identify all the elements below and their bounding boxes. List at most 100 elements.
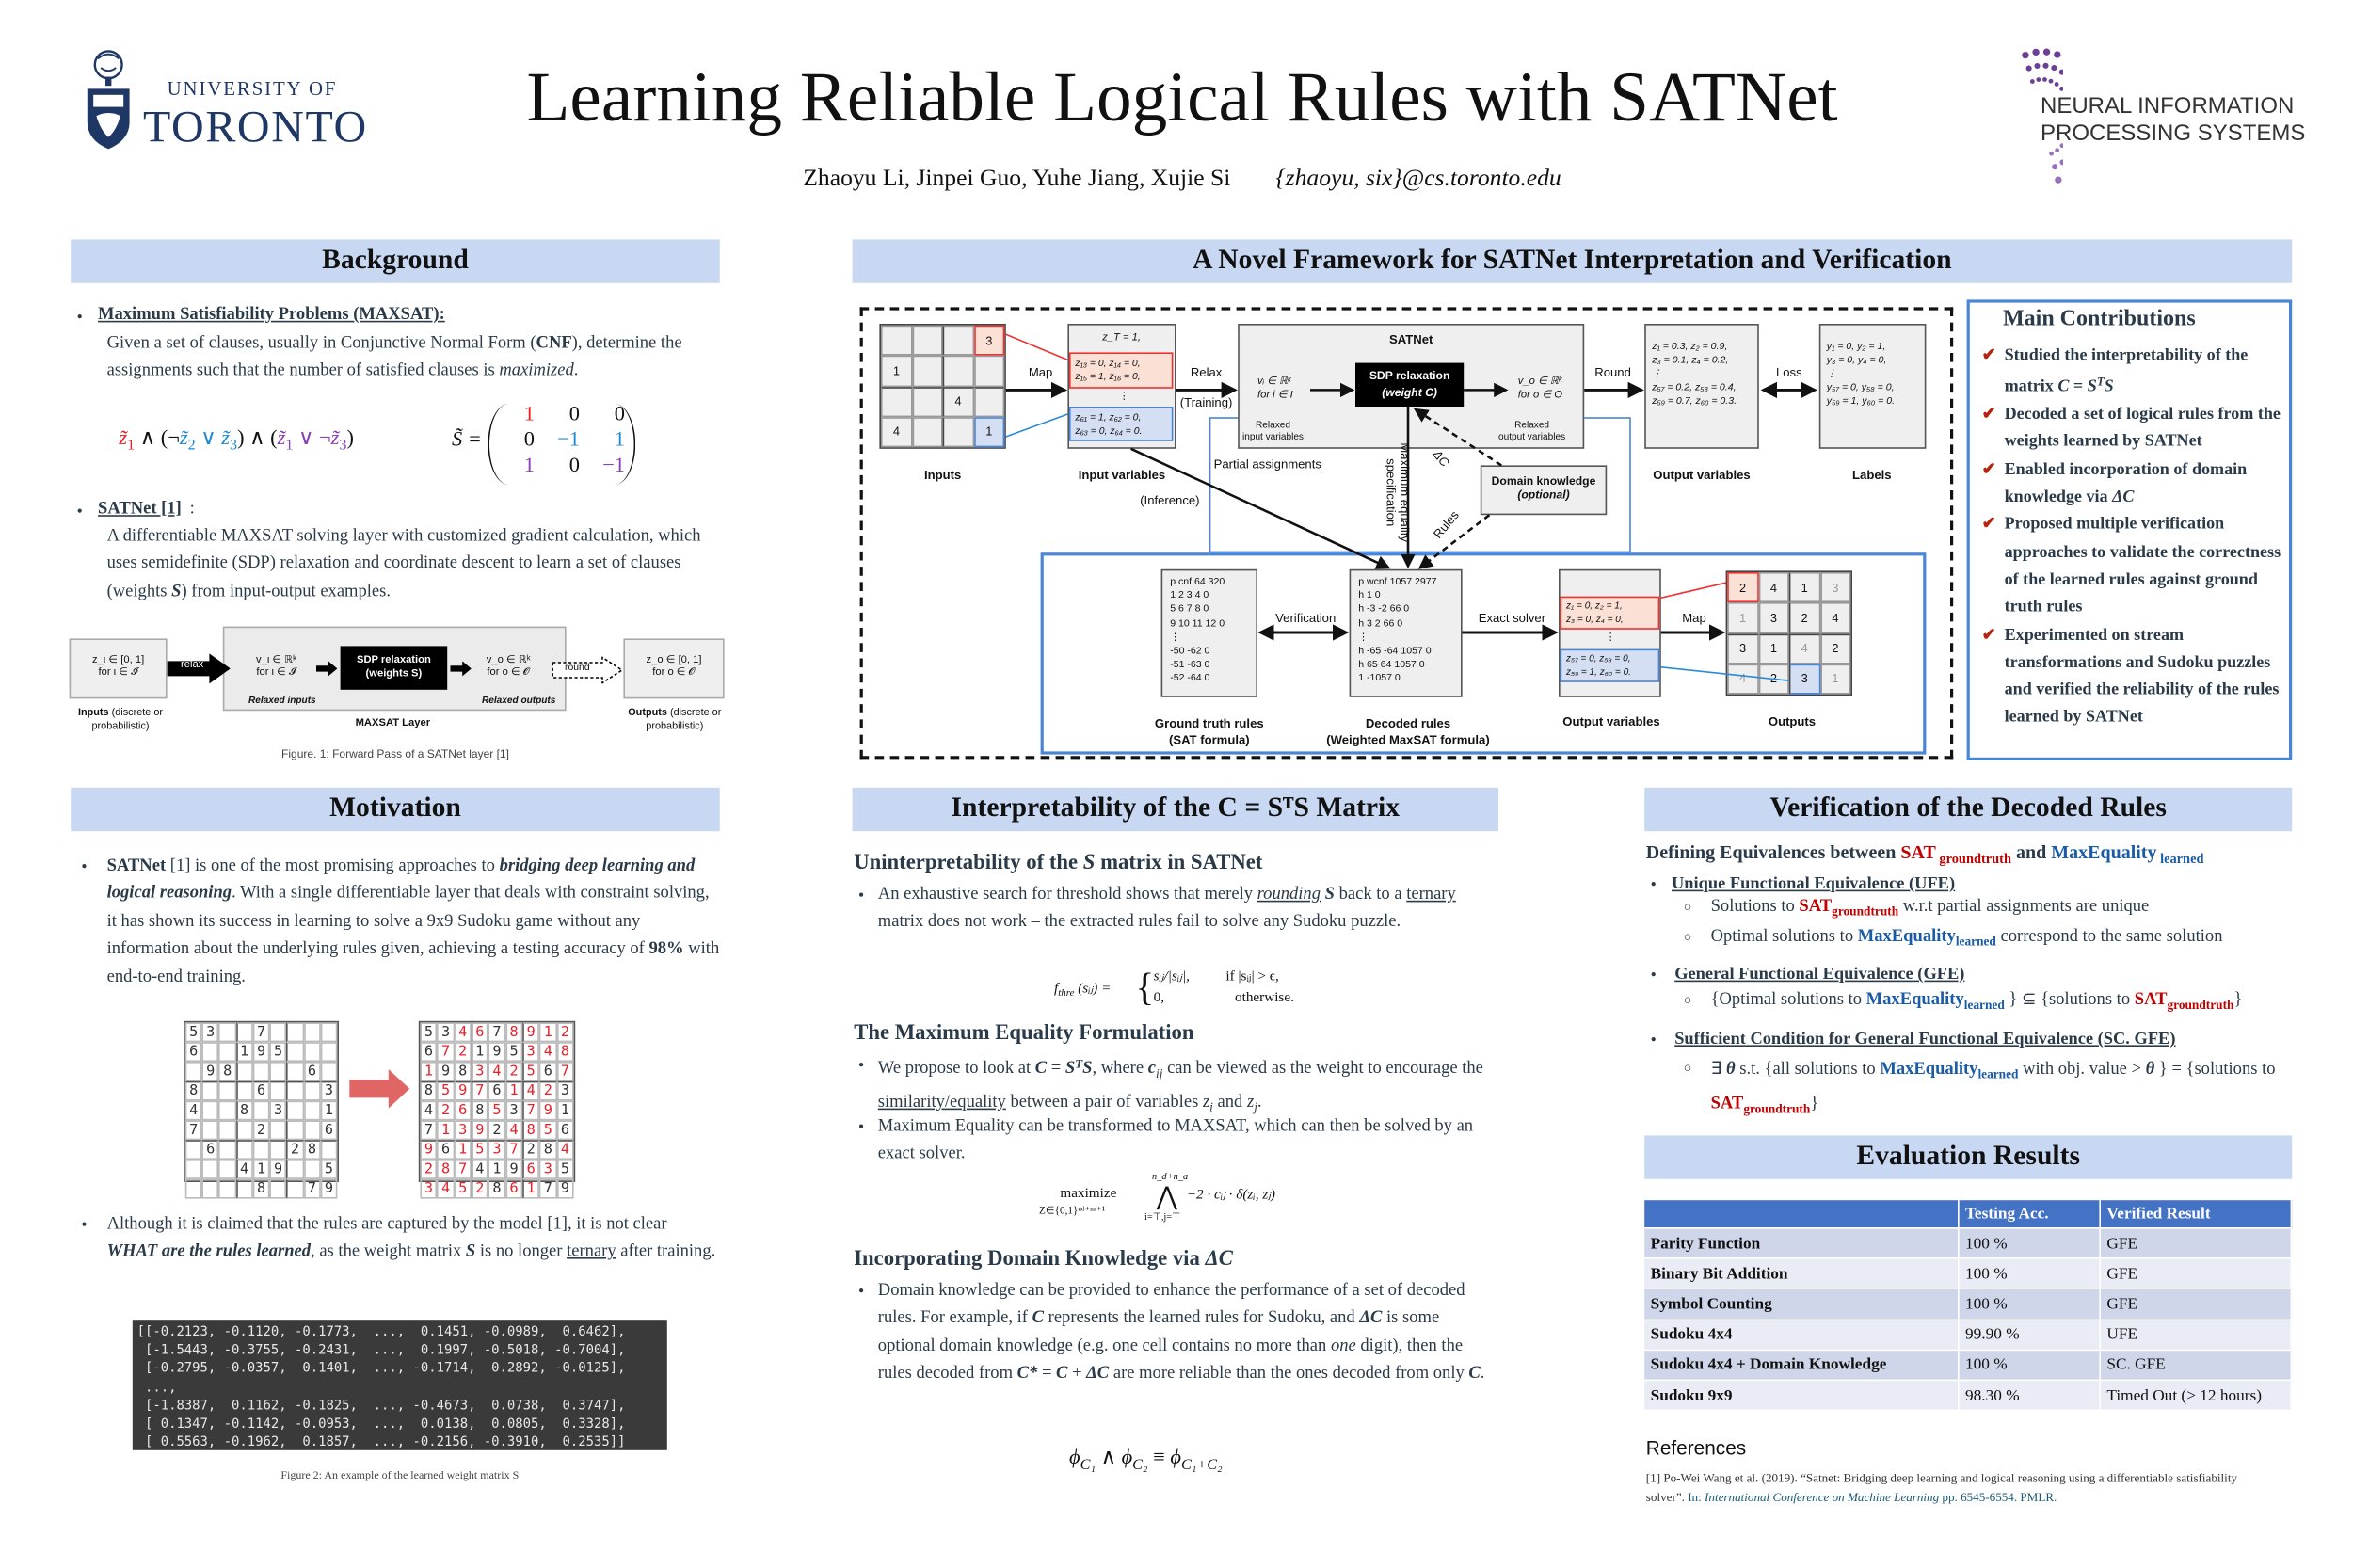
table-cell: 100 % [1958,1257,2101,1289]
text-run: groundtruth [1935,851,2011,867]
sudoku-cell [320,1140,338,1160]
sudoku-cell: 4 [556,1140,574,1160]
neurips-logo: NEURAL INFORMATION PROCESSING SYSTEMS [1973,45,2312,190]
text-run: MaxEquality [1865,989,1964,1009]
motivation-p1: SATNet [1] is one of the most promising … [107,853,720,991]
sudoku-cell: 6 [522,1160,540,1179]
sudoku-cell [269,1022,287,1043]
labels-box: y₁ = 0, y₂ = 1, y₃ = 0, y₄ = 0, ⋮ y₅₇ = 0, … [1818,324,1927,449]
table-cell: 100 % [1958,1226,2101,1259]
text-run: Incorporating Domain Knowledge via [854,1246,1206,1272]
text-run: 2 [187,437,196,455]
text-run: C₁ [1080,1457,1096,1474]
text-run: rounding [1257,884,1321,904]
text-run: learned [2156,851,2204,867]
sudoku-cell: 2 [252,1120,270,1141]
neurips-dots-icon [2022,48,2063,184]
text-run: ∧ (¬ [135,427,180,451]
text-run: ΔC [1205,1246,1233,1272]
text-run: . [1480,1363,1485,1384]
sudoku-cell: 5 [471,1140,488,1160]
logo-dot [2059,143,2063,149]
sudoku-cell: 7 [437,1042,455,1062]
f1-lhs: f [1054,982,1059,998]
sudoku-cell [184,1140,202,1160]
column-header: Testing Acc. [1958,1200,2101,1228]
sudoku-cell: 9 [556,1178,574,1199]
sudoku-cell: 3 [505,1100,523,1121]
sudoku-cell: 2 [505,1062,523,1081]
logo-dot [2025,65,2032,72]
sudoku-cell: 7 [505,1140,523,1160]
text-run: S [171,581,182,601]
uoft-crest-icon [87,50,130,150]
text-run: and [1212,1091,1247,1112]
f2-op: ⋀ [1156,1182,1178,1211]
grid-cell: 2 [1819,632,1851,664]
sudoku-cell [303,1160,321,1179]
sudoku-cell: 8 [218,1062,236,1081]
fig1-outputs-label-bold: Outputs [628,708,667,719]
grid-cell: 3 [973,325,1005,356]
sudoku-cell: 5 [269,1042,287,1062]
sudoku-cell: 9 [201,1062,219,1081]
text-run: ΔC [1359,1307,1383,1328]
table-row: Sudoku 4x4 + Domain Knowledge 100 % SC. GF… [1644,1349,2293,1381]
matrix-entry: −1 [602,455,625,478]
email[interactable]: {zhaoyu, six}@cs.toronto.edu [1275,166,1561,192]
logo-dot [2036,77,2041,83]
sudoku-cell: 8 [437,1160,455,1179]
column-header [1644,1200,1960,1228]
matrix-line: [-1.8387, 0.1162, -0.1825, ..., -0.4673,… [136,1399,626,1415]
text-run: learned [1963,998,2005,1013]
text-run: s.t. {all solutions to [1735,1058,1881,1079]
sudoku-cell: 4 [420,1100,438,1121]
sudoku-cell [201,1160,219,1179]
sudoku-cell: 2 [437,1100,455,1121]
logo-dot [2054,82,2059,87]
box-line: ⋮ [1358,632,1369,643]
grid-cell: 1 [1727,602,1758,633]
text-run: T [1075,1057,1083,1071]
phi-formula: ϕC₁ ∧ ϕC₂ ≡ ϕC₁+C₂ [1069,1446,1223,1474]
sudoku-cell [286,1062,304,1081]
text-run: ) [346,427,354,451]
grid-cell: 3 [1727,632,1758,664]
sudoku-cell: 8 [556,1042,574,1062]
checkmark-icon: ✔ [1981,515,1996,534]
input-var-blue-2: z₆₃ = 0, z₆₄ = 0. [1075,425,1143,437]
text-run: S [1064,1058,1076,1079]
blue-link-line [1660,666,1789,681]
satnet-text: A differentiable MAXSAT solving layer wi… [107,522,717,605]
sdp-relaxation-box: SDP relaxation (weight C) [1355,362,1465,407]
sudoku-cell [235,1022,253,1043]
background-heading: Background [71,239,720,283]
domain-knowledge-text: Domain knowledge can be provided to enha… [878,1277,1488,1388]
box-line: -51 -63 0 [1170,660,1210,671]
uninterpretability-subheading: Uninterpretability of the S matrix in SA… [854,851,1262,876]
text-run: digit), then the rules decoded from [877,1335,1464,1384]
text-run: θ [1725,1058,1736,1079]
text-run: ∃ [1710,1058,1726,1079]
text-run: S [2104,377,2114,396]
sudoku-cell [286,1178,304,1199]
grid-cell: 3 [1758,602,1789,633]
fig1-outputs-label-rest: (discrete or probabilistic) [646,708,722,732]
sudoku-cell [269,1080,287,1101]
fig1-round: round [565,663,590,674]
fig1-inputs-for: for ι ∈ 𝓘 [98,666,138,678]
box-line: h 3 2 66 0 [1358,617,1403,630]
sudoku-cell: 9 [505,1160,523,1179]
text-run: , where [1092,1058,1148,1079]
sudoku-cell: 5 [320,1160,338,1179]
sudoku-cell [320,1062,338,1081]
text-run: z̃ [277,427,286,451]
sudoku-cell: 5 [505,1042,523,1062]
sudoku-cell: 2 [539,1080,557,1101]
sudoku-cell: 3 [522,1042,540,1062]
sudoku-cell [218,1042,236,1062]
main-contributions-box: Main Contributions ✔ Studied the interpre… [1966,299,2293,760]
sudoku-cell [218,1120,236,1141]
rules-dashed-arrow-icon [1417,514,1491,569]
